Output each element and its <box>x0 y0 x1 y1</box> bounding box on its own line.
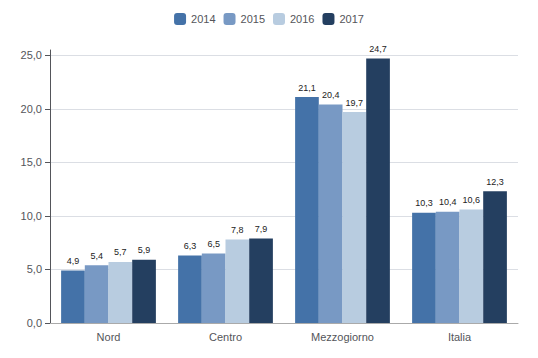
svg-text:5,9: 5,9 <box>138 245 151 255</box>
svg-text:2017: 2017 <box>339 13 363 25</box>
svg-text:Centro: Centro <box>209 331 242 343</box>
svg-text:2015: 2015 <box>241 13 265 25</box>
svg-text:20,4: 20,4 <box>322 90 340 100</box>
svg-text:5,4: 5,4 <box>90 251 103 261</box>
svg-text:19,7: 19,7 <box>346 98 364 108</box>
svg-text:7,8: 7,8 <box>231 225 244 235</box>
svg-text:0,0: 0,0 <box>27 317 42 329</box>
svg-text:25,0: 25,0 <box>21 49 42 61</box>
svg-text:10,4: 10,4 <box>439 197 457 207</box>
svg-text:Nord: Nord <box>97 331 121 343</box>
svg-text:21,1: 21,1 <box>298 83 316 93</box>
svg-text:5,7: 5,7 <box>114 247 127 257</box>
svg-text:10,0: 10,0 <box>21 210 42 222</box>
svg-text:Mezzogiorno: Mezzogiorno <box>311 331 374 343</box>
svg-text:20,0: 20,0 <box>21 103 42 115</box>
svg-text:2014: 2014 <box>191 13 215 25</box>
svg-text:12,3: 12,3 <box>486 177 504 187</box>
svg-text:2016: 2016 <box>290 13 314 25</box>
svg-text:24,7: 24,7 <box>369 44 387 54</box>
svg-text:10,3: 10,3 <box>415 198 433 208</box>
svg-text:6,3: 6,3 <box>184 241 197 251</box>
svg-text:6,5: 6,5 <box>207 239 220 249</box>
svg-text:7,9: 7,9 <box>255 224 268 234</box>
svg-text:Italia: Italia <box>448 331 472 343</box>
svg-text:4,9: 4,9 <box>67 256 80 266</box>
svg-text:10,6: 10,6 <box>463 195 481 205</box>
svg-text:5,0: 5,0 <box>27 263 42 275</box>
svg-text:15,0: 15,0 <box>21 156 42 168</box>
